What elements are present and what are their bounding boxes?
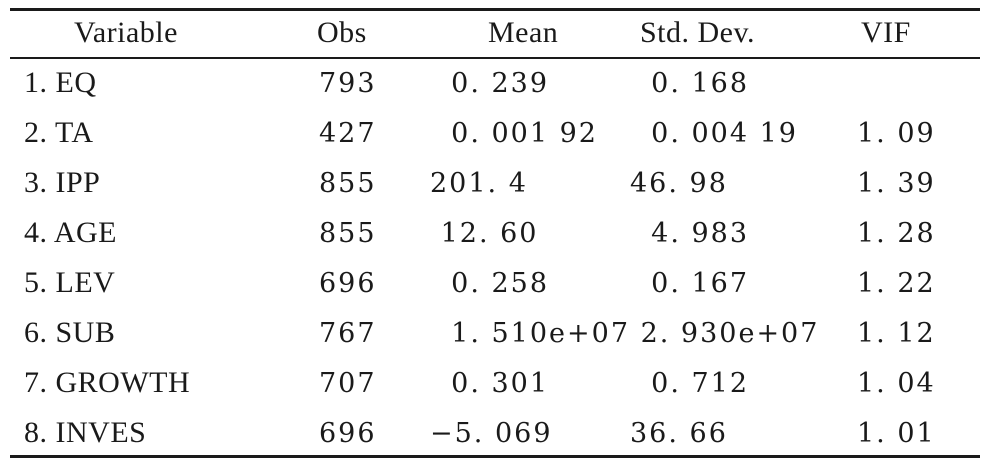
row-mean: 201. 4: [430, 168, 528, 199]
row-mean: 0. 258: [430, 268, 550, 299]
row-std-dev: 2. 930e+07: [630, 318, 820, 349]
row-obs: 767: [319, 318, 377, 349]
row-std-dev: 36. 66: [630, 418, 728, 449]
row-std-dev: 0. 168: [630, 68, 750, 99]
row-variable: 7. GROWTH: [24, 366, 191, 399]
row-variable: 3. IPP: [24, 166, 101, 199]
row-std-dev: 0. 004 19: [630, 118, 798, 149]
row-mean: 1. 510e+07: [430, 318, 631, 349]
row-mean: −5. 069: [430, 418, 553, 449]
row-vif: 1. 12: [857, 318, 936, 349]
row-obs: 427: [319, 118, 377, 149]
row-std-dev: 4. 983: [630, 218, 750, 249]
header-variable: Variable: [74, 16, 178, 49]
row-vif: 1. 28: [857, 218, 936, 249]
row-variable: 2. TA: [24, 116, 94, 149]
row-variable: 5. LEV: [24, 266, 116, 299]
row-vif: 1. 39: [857, 168, 936, 199]
header-obs: Obs: [317, 16, 367, 49]
row-std-dev: 46. 98: [630, 168, 728, 199]
top-rule: [10, 8, 980, 11]
bottom-rule: [10, 455, 980, 458]
row-mean: 0. 001 92: [430, 118, 598, 149]
row-vif: 1. 01: [857, 418, 936, 449]
row-variable: 1. EQ: [24, 66, 97, 99]
header-vif: VIF: [861, 16, 911, 49]
row-obs: 793: [319, 68, 377, 99]
row-obs: 696: [319, 268, 377, 299]
header-std-dev: Std. Dev.: [640, 16, 756, 49]
row-variable: 4. AGE: [24, 216, 117, 249]
header-mean: Mean: [488, 16, 559, 49]
row-obs: 855: [319, 218, 377, 249]
summary-statistics-table: Variable Obs Mean Std. Dev. VIF 1. EQ 79…: [10, 0, 980, 464]
header-rule: [10, 57, 980, 59]
row-vif: 1. 22: [857, 268, 936, 299]
row-obs: 855: [319, 168, 377, 199]
row-vif: 1. 04: [857, 368, 936, 399]
row-mean: 0. 301: [430, 368, 550, 399]
row-vif: 1. 09: [857, 118, 936, 149]
row-mean: 0. 239: [430, 68, 550, 99]
row-obs: 707: [319, 368, 377, 399]
row-obs: 696: [319, 418, 377, 449]
row-variable: 6. SUB: [24, 316, 116, 349]
row-std-dev: 0. 167: [630, 268, 750, 299]
row-std-dev: 0. 712: [630, 368, 750, 399]
row-mean: 12. 60: [430, 218, 539, 249]
row-variable: 8. INVES: [24, 416, 147, 449]
